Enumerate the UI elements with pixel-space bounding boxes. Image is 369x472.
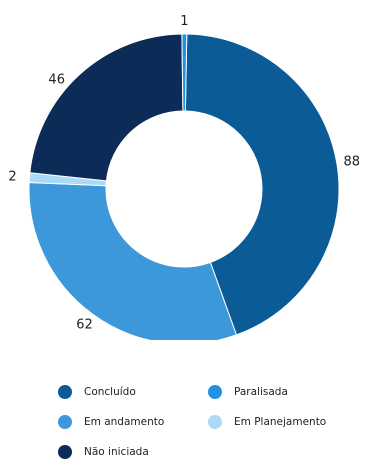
slice-em-andamento[interactable] xyxy=(28,182,238,345)
legend-label: Concluído xyxy=(84,386,136,398)
legend-item[interactable]: Concluído xyxy=(58,384,208,400)
donut-svg: 88 62 2 46 1 xyxy=(8,14,360,345)
legend-swatch xyxy=(208,385,222,399)
slice-conclu-do[interactable] xyxy=(184,33,340,336)
labels-group: 88 62 2 46 1 xyxy=(8,14,360,332)
legend-item[interactable]: Não iniciada xyxy=(58,444,208,460)
legend-grid: Concluído Paralisada Em andamento Em Planej… xyxy=(58,384,358,460)
data-label-n-o-iniciada: 46 xyxy=(48,72,65,87)
legend-label: Paralisada xyxy=(234,386,288,398)
legend-swatch xyxy=(58,385,72,399)
legend-item[interactable]: Em Planejamento xyxy=(208,414,358,430)
legend-label: Em Planejamento xyxy=(234,416,327,428)
data-label-conclu-do: 88 xyxy=(343,154,360,169)
slice-n-o-iniciada[interactable] xyxy=(29,33,184,182)
slice-paralisada[interactable] xyxy=(181,33,188,112)
legend-swatch xyxy=(58,445,72,459)
legend-swatch xyxy=(58,415,72,429)
legend-item[interactable]: Paralisada xyxy=(208,384,358,400)
data-label-paralisada: 1 xyxy=(180,14,188,29)
legend-item[interactable]: Em andamento xyxy=(58,414,208,430)
legend-swatch xyxy=(208,415,222,429)
legend-label: Em andamento xyxy=(84,416,165,428)
legend-label: Não iniciada xyxy=(84,446,149,458)
slices-group xyxy=(28,33,340,345)
legend: Concluído Paralisada Em andamento Em Planej… xyxy=(58,384,358,460)
data-label-em-andamento: 62 xyxy=(76,317,93,332)
data-label-em-planejamento: 2 xyxy=(8,169,16,184)
